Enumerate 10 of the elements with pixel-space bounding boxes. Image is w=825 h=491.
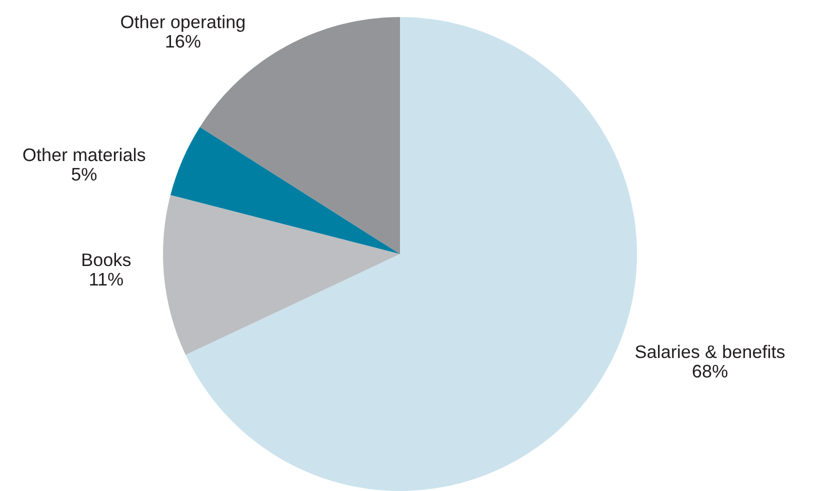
slice-label: Other operating [121, 14, 244, 32]
data-label: 11% [90, 272, 123, 286]
data-label: 68% [692, 364, 728, 378]
slice-label: Salaries & benefits [636, 344, 785, 358]
slice-label: Other materials [23, 148, 146, 162]
pie-slice [163, 195, 400, 355]
pie-slice [170, 127, 400, 254]
data-label: 5% [72, 168, 97, 181]
data-label: 16% [166, 34, 200, 48]
slice-label: Books [82, 252, 131, 266]
